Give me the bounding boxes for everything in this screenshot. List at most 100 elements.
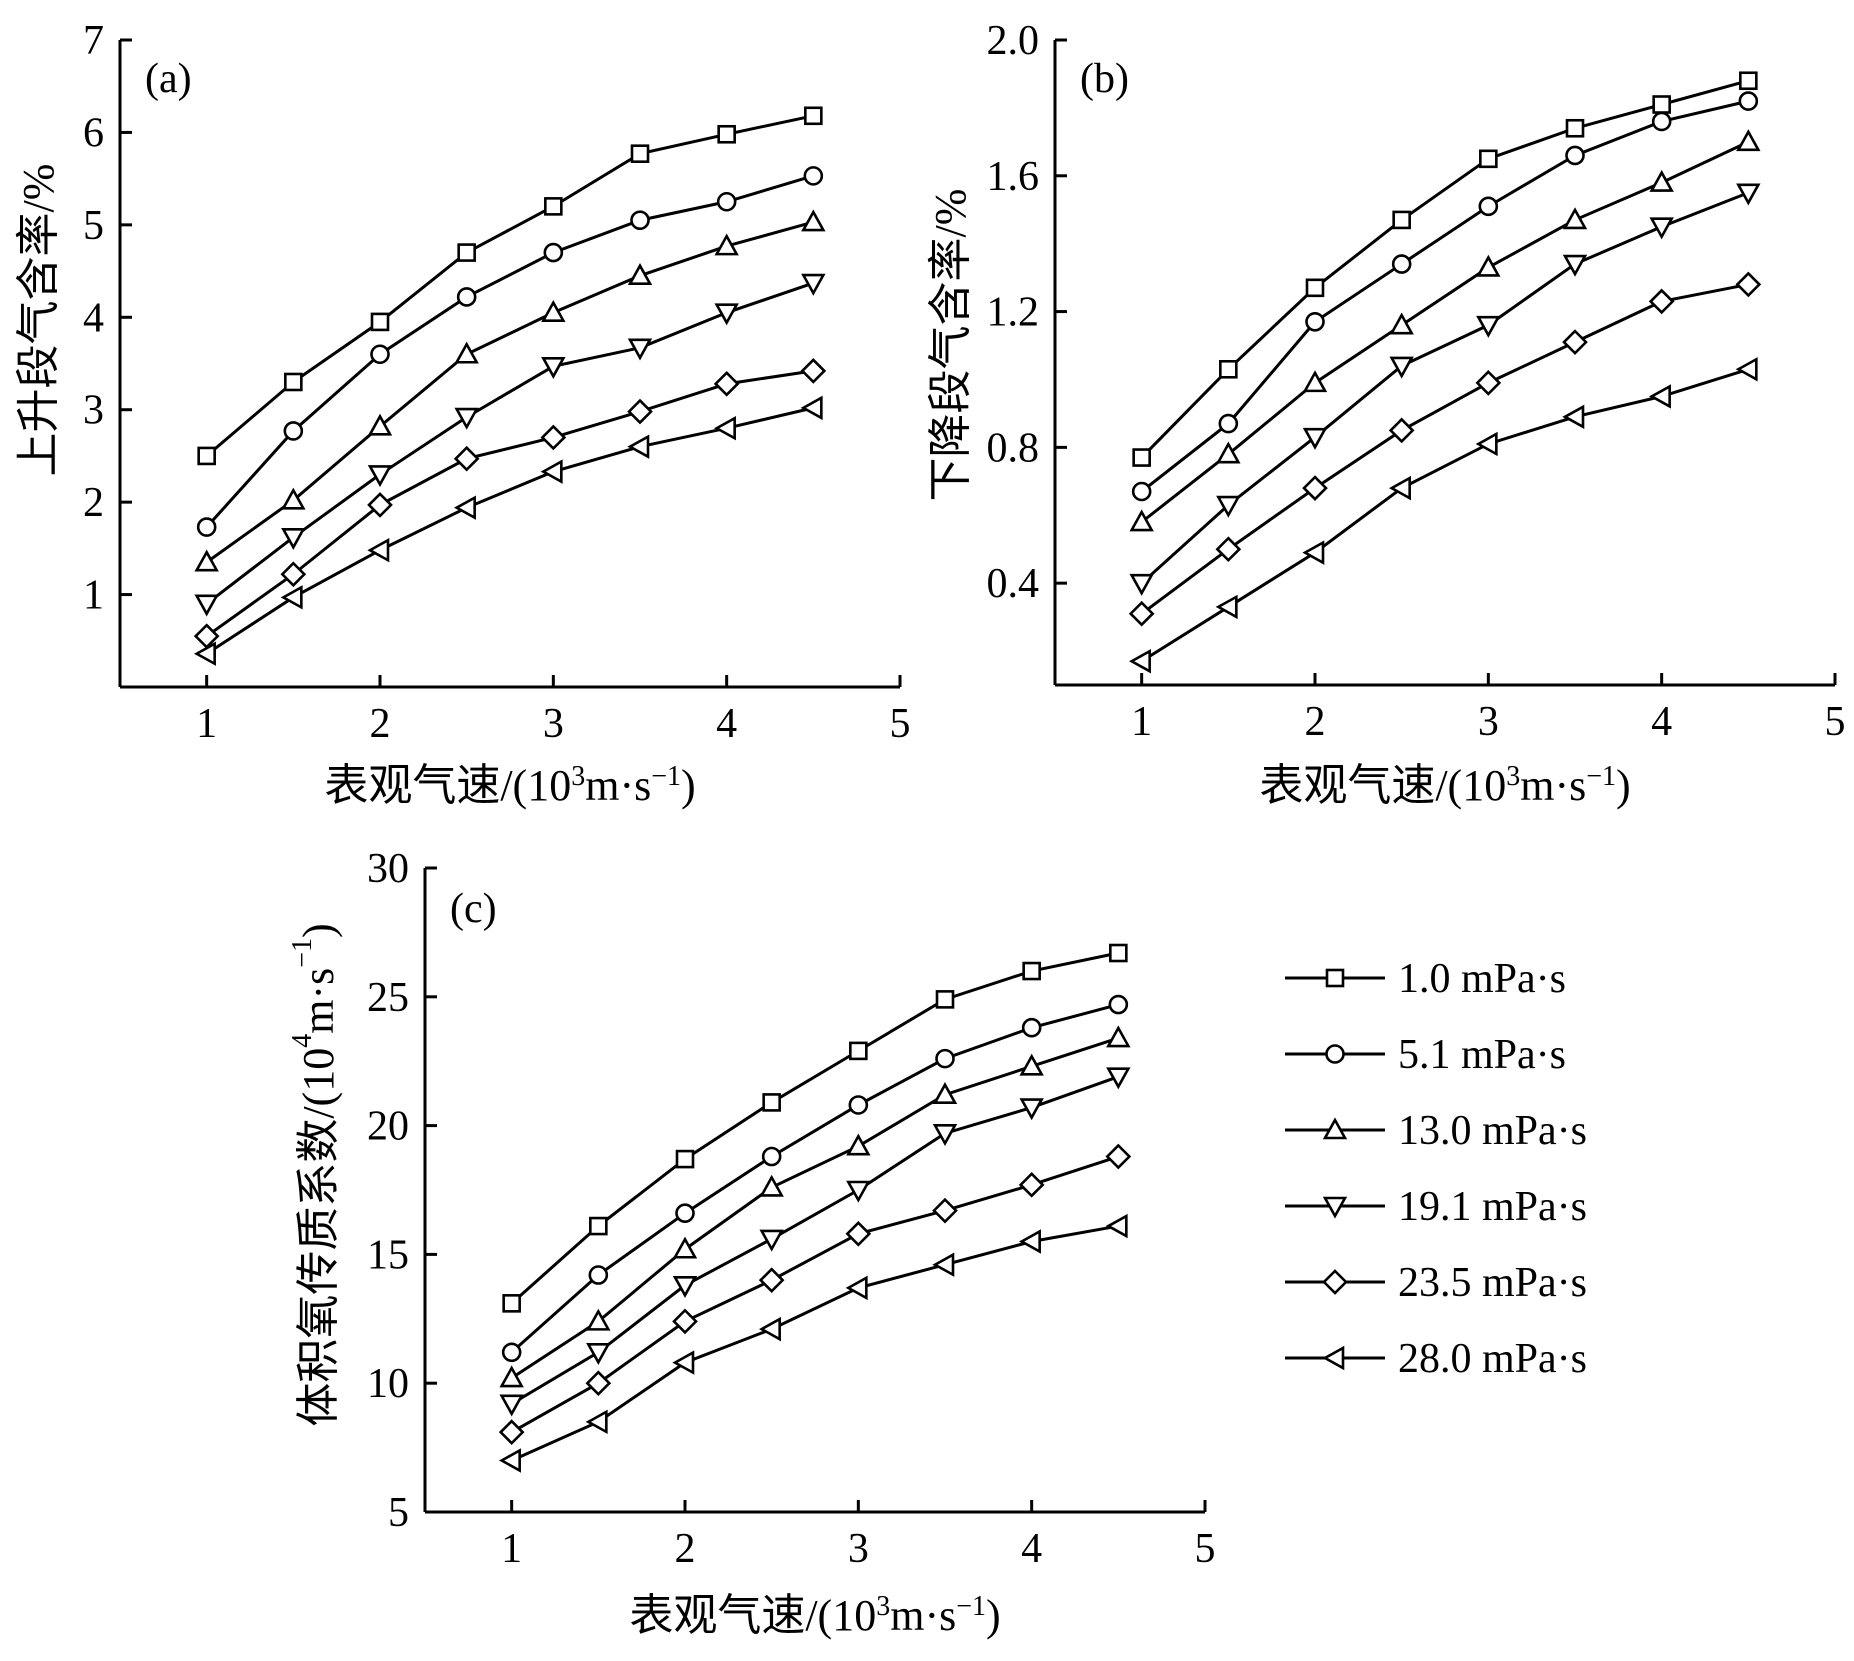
data-point-diamond — [1388, 417, 1415, 444]
y-tick-label: 15 — [367, 1232, 409, 1278]
data-point-triangle-up — [586, 1308, 611, 1331]
data-point-triangle-down — [627, 338, 653, 361]
y-axis-label: 体积氧传质系数/(104m·s−1) — [287, 923, 343, 1426]
data-point-triangle-left — [713, 415, 736, 441]
series-1-0-mpa-s — [1132, 71, 1758, 467]
data-point-circle — [1131, 481, 1152, 502]
data-point-square — [717, 124, 736, 144]
data-point-triangle-down — [1216, 495, 1241, 518]
data-point-circle — [1108, 994, 1129, 1015]
legend-item-5-1-mpa-s: 5.1 mPa·s — [1285, 1032, 1566, 1078]
data-point-triangle-left — [1735, 357, 1758, 382]
data-point-diamond — [1128, 600, 1155, 627]
series-13-0-mpa-s — [499, 1025, 1131, 1388]
data-point-triangle-down — [1562, 254, 1588, 277]
series-23-5-mpa-s — [193, 358, 827, 650]
series-13-0-mpa-s — [194, 209, 826, 572]
data-point-triangle-left — [758, 1316, 781, 1342]
data-point-diamond — [1215, 536, 1242, 563]
data-point-triangle-down — [281, 527, 306, 550]
data-point-diamond — [540, 424, 567, 451]
data-point-square — [502, 1294, 521, 1313]
data-point-triangle-left — [1562, 404, 1585, 430]
x-tick-label: 5 — [1825, 699, 1846, 745]
data-point-triangle-up — [759, 1174, 784, 1197]
y-tick-label: 0.4 — [987, 561, 1040, 607]
y-tick-label: 2 — [83, 480, 104, 526]
legend-marker-square — [1325, 968, 1345, 988]
data-point-triangle-left — [1302, 540, 1325, 565]
data-point-triangle-up — [1129, 509, 1154, 532]
data-point-diamond — [1018, 1172, 1045, 1198]
y-tick-label: 2.0 — [987, 18, 1040, 64]
x-tick-label: 5 — [890, 701, 911, 747]
data-point-triangle-up — [499, 1365, 524, 1388]
series-line — [205, 281, 814, 606]
data-point-square — [284, 372, 303, 392]
x-tick-label: 4 — [716, 701, 737, 747]
data-point-triangle-up — [1216, 441, 1241, 464]
data-point-triangle-down — [714, 303, 739, 326]
data-point-triangle-left — [1475, 431, 1498, 457]
data-point-square — [589, 1216, 608, 1236]
data-point-triangle-up — [1736, 129, 1761, 152]
legend-label: 28.0 mPa·s — [1398, 1336, 1587, 1382]
data-point-circle — [456, 287, 477, 307]
data-point-triangle-down — [672, 1276, 698, 1298]
data-point-triangle-left — [1388, 475, 1411, 501]
x-tick-label: 3 — [543, 701, 564, 747]
data-point-diamond — [1648, 288, 1675, 315]
data-point-triangle-left — [800, 395, 823, 421]
data-point-triangle-up — [714, 233, 739, 256]
legend-item-19-1-mpa-s: 19.1 mPa·s — [1285, 1184, 1587, 1230]
data-point-diamond — [498, 1419, 525, 1445]
series-line — [205, 174, 814, 529]
data-point-triangle-up — [846, 1133, 871, 1156]
data-point-triangle-left — [280, 585, 303, 610]
data-point-triangle-up — [1476, 254, 1501, 277]
data-point-square — [457, 243, 476, 262]
data-point-triangle-left — [498, 1448, 521, 1473]
y-tick-label: 30 — [367, 846, 409, 892]
data-point-triangle-down — [801, 273, 826, 296]
series-line — [510, 1155, 1119, 1434]
data-point-square — [1565, 118, 1585, 138]
data-point-triangle-down — [1389, 356, 1414, 379]
data-point-triangle-left — [453, 495, 476, 520]
data-point-diamond — [367, 492, 393, 518]
series-23-5-mpa-s — [498, 1143, 1132, 1445]
data-point-triangle-down — [586, 1342, 611, 1365]
data-point-square — [1109, 943, 1128, 963]
data-point-diamond — [585, 1370, 612, 1397]
data-point-diamond — [1735, 271, 1762, 298]
y-tick-label: 1.2 — [987, 290, 1040, 336]
data-point-triangle-left — [367, 537, 390, 563]
x-tick-label: 2 — [1305, 699, 1326, 745]
legend-label: 19.1 mPa·s — [1398, 1184, 1587, 1230]
series-line — [1140, 282, 1749, 615]
y-tick-label: 1 — [83, 573, 104, 619]
data-point-diamond — [1475, 370, 1502, 396]
data-point-diamond — [800, 358, 827, 384]
x-tick-label: 4 — [1021, 1526, 1042, 1572]
data-point-circle — [501, 1342, 522, 1363]
series-28-0-mpa-s — [1128, 357, 1758, 674]
data-point-triangle-down — [499, 1394, 524, 1417]
legend-marker-diamond — [1322, 1269, 1348, 1295]
legend-item-1-0-mpa-s: 1.0 mPa·s — [1285, 956, 1566, 1002]
data-point-square — [1392, 210, 1411, 230]
data-point-circle — [1218, 413, 1239, 434]
data-point-triangle-left — [1128, 649, 1151, 674]
x-tick-label: 2 — [370, 701, 391, 747]
series-19-1-mpa-s — [499, 1067, 1131, 1417]
series-line — [1140, 367, 1749, 663]
data-point-triangle-down — [1302, 427, 1328, 450]
x-tick-label: 4 — [1651, 699, 1672, 745]
data-point-triangle-left — [1018, 1229, 1041, 1254]
data-point-square — [1739, 71, 1758, 91]
legend: 1.0 mPa·s 5.1 mPa·s 13.0 mPa·s 19.1 mPa·s 23… — [1285, 956, 1587, 1382]
series-28-0-mpa-s — [498, 1213, 1128, 1473]
data-point-square — [935, 990, 955, 1009]
panel-label: (c) — [450, 886, 497, 932]
series-13-0-mpa-s — [1129, 129, 1761, 532]
